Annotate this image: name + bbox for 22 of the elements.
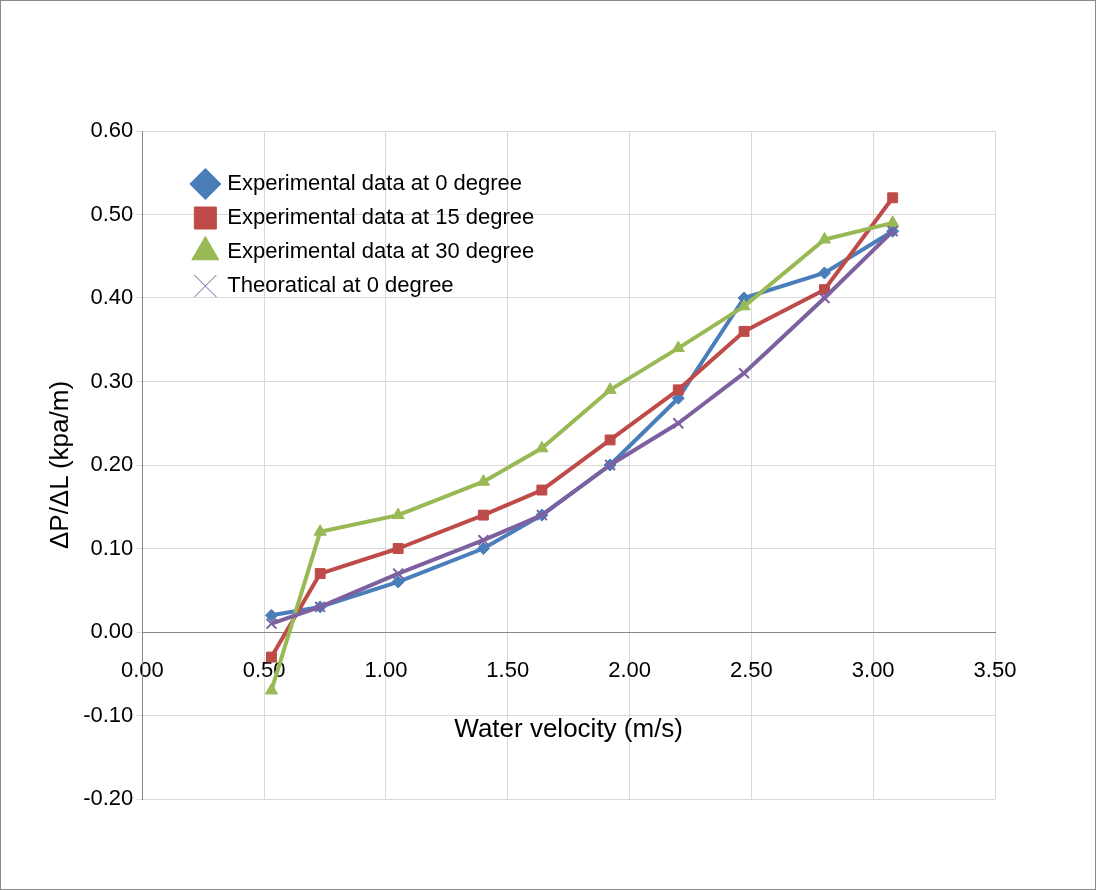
x-tick-label: 3.00 [851,657,895,683]
x-tick-label: 3.50 [973,657,1017,683]
legend-label: Experimental data at 30 degree [227,238,535,264]
legend-label: Experimental data at 15 degree [227,204,535,230]
y-tick-label: 0.30 [90,367,134,393]
y-tick-label: 0.00 [90,618,134,644]
x-tick-label: 0.00 [120,657,164,683]
x-tick-label: 1.50 [486,657,530,683]
x-axis-title: Water velocity (m/s) [454,713,684,744]
y-tick-label: -0.20 [83,785,134,811]
y-tick-label: 0.50 [90,200,134,226]
y-tick-label: 0.60 [90,117,134,143]
legend-label: Theoratical at 0 degree [227,272,454,298]
y-axis-title: ΔP/ΔL (kpa/m) [43,380,74,550]
y-tick-label: 0.20 [90,451,134,477]
y-tick-label: -0.10 [83,701,134,727]
y-tick-label: 0.40 [90,284,134,310]
x-tick-label: 2.50 [729,657,773,683]
x-tick-label: 2.00 [608,657,651,683]
x-tick-label: 1.00 [364,657,408,683]
y-tick-label: 0.10 [90,534,134,560]
legend-label: Experimental data at 0 degree [227,170,523,196]
